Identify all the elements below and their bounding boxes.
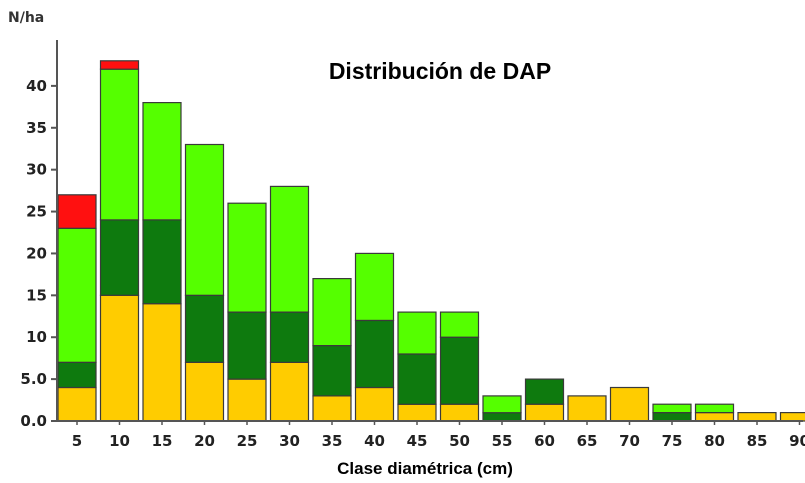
bar-segment-5-s0: [57, 386, 97, 422]
bar-segment-15-s2: [142, 101, 182, 221]
bar-segment-55-s2: [482, 395, 522, 414]
bar-segment-40-s1: [354, 319, 395, 389]
bar-segment-55-s1: [482, 412, 522, 422]
bar-segment-5-s3: [57, 194, 97, 229]
bar-segment-25-s1: [227, 311, 267, 380]
y-tick-label: 0.0: [20, 412, 47, 430]
chart-title: Distribución de DAP: [329, 58, 551, 84]
bar-segment-15-s1: [142, 219, 182, 305]
x-tick-label: 90: [789, 432, 805, 450]
bar-segment-30-s1: [269, 311, 310, 364]
x-tick-label: 75: [662, 432, 683, 450]
bar-segment-10-s1: [99, 219, 140, 296]
bar-segment-5-s1: [57, 361, 97, 389]
bar-segment-50-s1: [439, 336, 480, 405]
bar-segment-60-s1: [524, 378, 565, 405]
bar-segment-70-s0: [609, 386, 650, 422]
y-tick-label: 30: [26, 161, 47, 179]
bar-segment-10-s3: [99, 60, 140, 70]
bar-segment-90-s0: [779, 412, 805, 422]
bar-segment-25-s0: [227, 378, 267, 422]
bar-segment-85-s0: [737, 412, 777, 422]
bar-segment-20-s0: [184, 361, 225, 422]
x-tick-label: 80: [704, 432, 725, 450]
bar-segment-75-s1: [652, 412, 692, 422]
x-tick-label: 55: [492, 432, 513, 450]
y-tick-label: 10: [26, 328, 47, 346]
bars-layer: [57, 60, 805, 422]
bar-segment-45-s2: [397, 311, 437, 355]
x-tick-label: 65: [577, 432, 598, 450]
x-tick-label: 10: [109, 432, 130, 450]
x-tick-label: 30: [279, 432, 300, 450]
bar-segment-80-s0: [694, 412, 735, 422]
bar-segment-25-s2: [227, 202, 267, 313]
bar-segment-60-s0: [524, 403, 565, 422]
bar-segment-15-s0: [142, 303, 182, 422]
bar-segment-35-s0: [312, 395, 352, 422]
bar-segment-40-s0: [354, 386, 395, 422]
x-tick-label: 70: [619, 432, 640, 450]
bar-segment-80-s2: [694, 403, 735, 414]
bar-segment-10-s0: [99, 294, 140, 422]
x-tick-label: 50: [449, 432, 470, 450]
bar-segment-20-s2: [184, 143, 225, 296]
bar-segment-30-s2: [269, 185, 310, 313]
bar-segment-50-s0: [439, 403, 480, 422]
x-tick-label: 45: [407, 432, 428, 450]
y-tick-label: 20: [26, 244, 47, 262]
x-tick-label: 35: [322, 432, 343, 450]
bar-segment-20-s1: [184, 294, 225, 363]
bar-segment-45-s0: [397, 403, 437, 422]
bar-segment-30-s0: [269, 361, 310, 422]
bar-segment-75-s2: [652, 403, 692, 414]
y-tick-label: 15: [26, 286, 47, 304]
x-tick-label: 25: [237, 432, 258, 450]
x-tick-label: 60: [534, 432, 555, 450]
bar-segment-40-s2: [354, 252, 395, 321]
bar-segment-65-s0: [567, 395, 607, 422]
y-tick-label: 5.0: [20, 370, 47, 388]
bar-segment-35-s2: [312, 278, 352, 347]
x-tick-label: 15: [152, 432, 173, 450]
bar-segment-50-s2: [439, 311, 480, 338]
x-axis-title: Clase diamétrica (cm): [337, 459, 513, 478]
x-tick-label: 5: [72, 432, 82, 450]
x-tick-label: 40: [364, 432, 385, 450]
bar-segment-5-s2: [57, 227, 97, 363]
bar-segment-35-s1: [312, 345, 352, 397]
bar-segment-45-s1: [397, 353, 437, 405]
x-tick-label: 20: [194, 432, 215, 450]
bar-segment-10-s2: [99, 68, 140, 221]
y-tick-label: 35: [26, 119, 47, 137]
y-axis-title: N/ha: [8, 10, 44, 26]
x-tick-label: 85: [747, 432, 768, 450]
y-tick-label: 25: [26, 203, 47, 221]
axes-layer: 0.0 5.0 10 15 20 25 30 35 40 5 10 15 20 25 30 35 40 45 50 5…: [20, 40, 805, 450]
y-tick-label: 40: [26, 77, 47, 95]
